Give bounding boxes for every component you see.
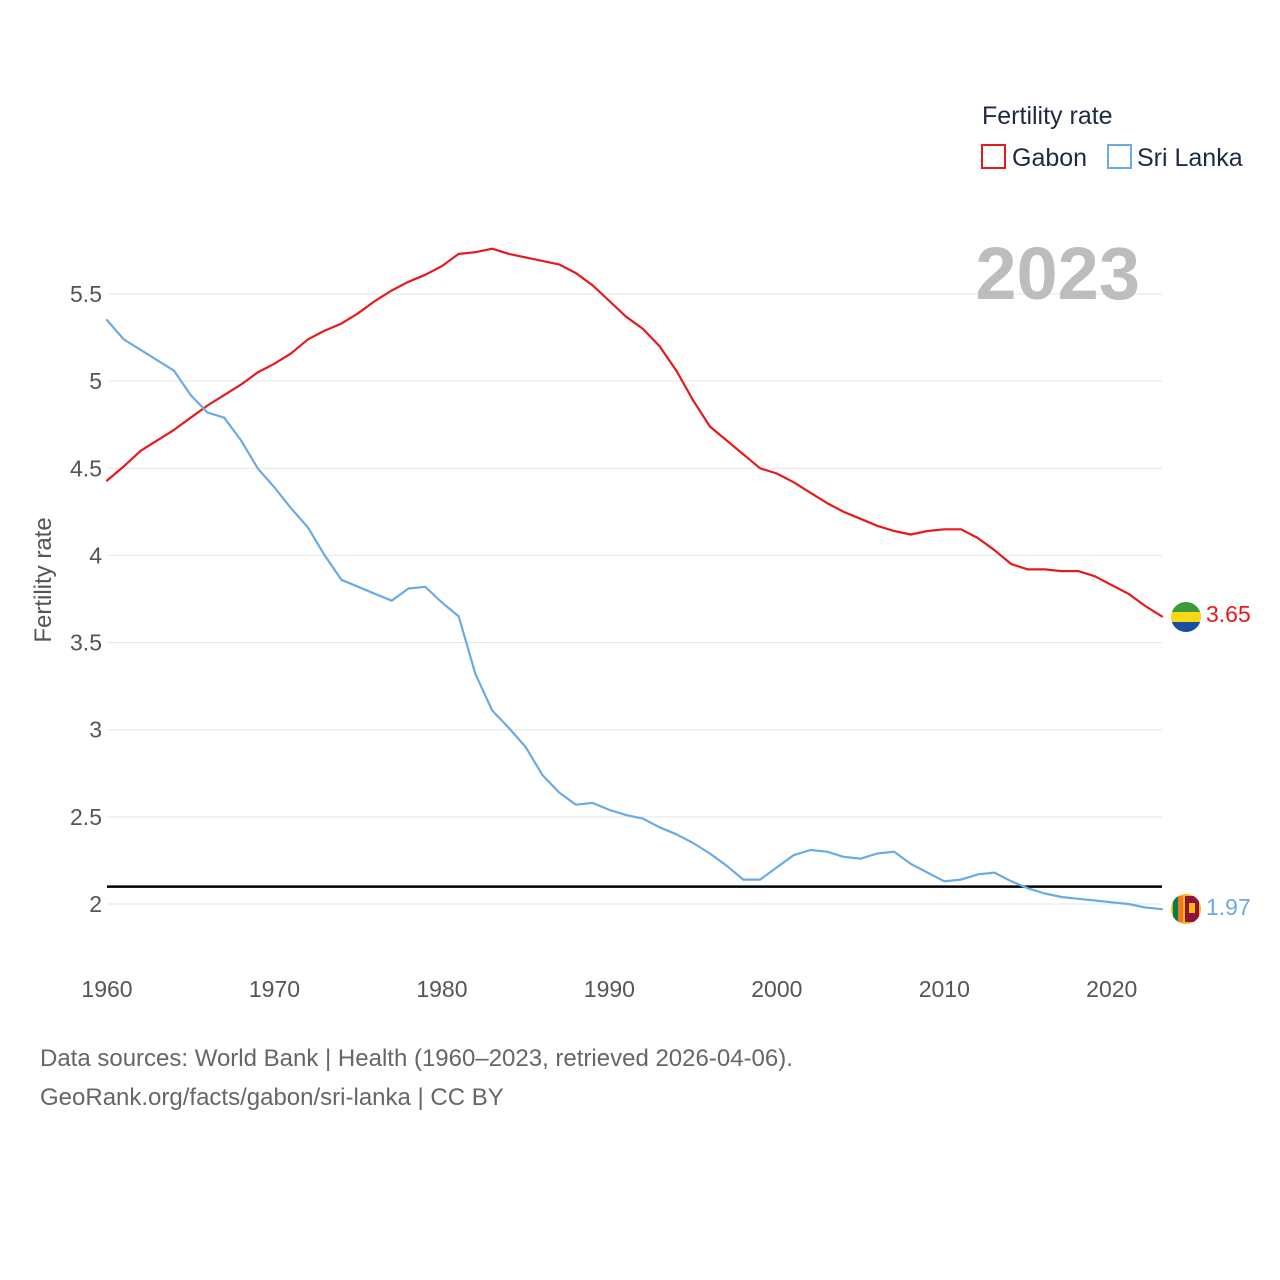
footer-source-line: Data sources: World Bank | Health (1960–… bbox=[40, 1045, 793, 1072]
x-tick-label: 2020 bbox=[1086, 976, 1137, 1002]
series-line-sri-lanka bbox=[105, 319, 1164, 911]
y-tick-label: 5.5 bbox=[70, 281, 102, 307]
y-tick-label: 5 bbox=[89, 368, 102, 394]
x-tick-label: 1980 bbox=[416, 976, 467, 1002]
end-label-sri-lanka: 1.97 bbox=[1206, 894, 1251, 920]
year-label: 2023 bbox=[975, 232, 1140, 315]
x-tick-label: 1990 bbox=[584, 976, 635, 1002]
legend-title: Fertility rate bbox=[982, 102, 1113, 130]
y-tick-label: 4 bbox=[89, 542, 102, 568]
legend-label-sri-lanka: Sri Lanka bbox=[1137, 144, 1243, 172]
y-axis-label: Fertility rate bbox=[30, 517, 57, 642]
legend-label-gabon: Gabon bbox=[1012, 144, 1087, 172]
legend: Fertility rate Gabon Sri Lanka bbox=[981, 102, 1243, 172]
x-tick-label: 1960 bbox=[81, 976, 132, 1002]
footer-license-line: GeoRank.org/facts/gabon/sri-lanka | CC B… bbox=[40, 1084, 504, 1111]
x-tick-label: 2000 bbox=[751, 976, 802, 1002]
x-tick-label: 2010 bbox=[919, 976, 970, 1002]
gridlines bbox=[107, 293, 1162, 905]
y-tick-label: 3.5 bbox=[70, 630, 102, 656]
sri-lanka-flag-icon bbox=[1171, 894, 1201, 924]
series-line-gabon bbox=[105, 247, 1164, 618]
end-label-gabon: 3.65 bbox=[1206, 601, 1251, 627]
y-tick-label: 3 bbox=[89, 717, 102, 743]
legend-swatch-gabon bbox=[981, 144, 1006, 169]
y-tick-label: 2.5 bbox=[70, 804, 102, 830]
axes: 2 2.5 3 3.5 4 4.5 5 5.5 1960 1970 1980 1990 2000 2010… bbox=[70, 281, 1137, 1002]
y-tick-label: 4.5 bbox=[70, 455, 102, 481]
x-tick-label: 1970 bbox=[249, 976, 300, 1002]
legend-swatch-sri-lanka bbox=[1107, 144, 1132, 169]
y-tick-label: 2 bbox=[89, 891, 102, 917]
gabon-flag-icon bbox=[1171, 602, 1201, 632]
series-lines bbox=[105, 247, 1164, 911]
